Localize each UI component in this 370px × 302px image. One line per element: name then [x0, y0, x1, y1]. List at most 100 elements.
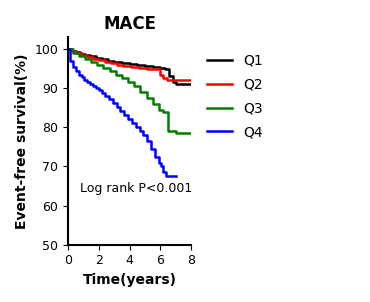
Q4 [164, 175, 169, 178]
Q3 [71, 51, 75, 55]
Q4 [114, 105, 119, 109]
Q1 [94, 56, 98, 59]
Q4 [94, 86, 98, 90]
Q2 [84, 55, 89, 59]
Q4 [80, 76, 84, 79]
Q1 [106, 59, 110, 63]
Q4 [137, 130, 142, 133]
Q4 [66, 47, 70, 51]
Q4 [100, 91, 104, 95]
Q1 [66, 47, 70, 51]
Q1 [112, 60, 117, 63]
Q1 [87, 54, 92, 58]
Q2 [137, 66, 141, 70]
Q4 [134, 126, 138, 129]
Line: Q4: Q4 [68, 49, 176, 176]
Q3 [151, 102, 155, 106]
Q4 [71, 65, 75, 69]
Q1 [78, 52, 83, 56]
Q3 [83, 57, 87, 61]
Q4 [149, 147, 153, 151]
Q4 [84, 81, 89, 84]
Q2 [66, 47, 70, 51]
Q1 [171, 81, 175, 84]
Q3 [126, 81, 130, 84]
Q2 [174, 79, 178, 82]
Q2 [103, 60, 107, 63]
Q1 [127, 62, 132, 66]
Y-axis label: Event-free survival(%): Event-free survival(%) [15, 53, 29, 229]
Q2 [165, 78, 169, 82]
Q3 [189, 131, 193, 135]
Title: MACE: MACE [103, 15, 156, 33]
Q4 [118, 109, 122, 113]
Q3 [89, 60, 93, 63]
Q4 [141, 133, 146, 137]
Q2 [144, 67, 149, 70]
Q1 [163, 68, 167, 71]
Q1 [74, 50, 78, 54]
Q4 [157, 161, 161, 164]
Q4 [68, 59, 73, 63]
Q3 [174, 131, 178, 135]
Q4 [130, 121, 134, 124]
Q3 [107, 69, 112, 73]
Q1 [70, 49, 74, 53]
Q4 [126, 117, 130, 120]
Q2 [115, 63, 120, 66]
Q2 [129, 65, 133, 69]
Q4 [74, 69, 78, 72]
X-axis label: Time(years): Time(years) [83, 273, 176, 287]
Q3 [120, 77, 124, 80]
Q1 [174, 82, 178, 86]
Q1 [151, 65, 155, 69]
Q3 [161, 110, 165, 114]
Q2 [91, 57, 95, 61]
Q1 [120, 61, 124, 65]
Q3 [114, 73, 118, 76]
Q4 [82, 79, 87, 82]
Q2 [80, 53, 84, 57]
Q2 [109, 61, 113, 65]
Text: Log rank P<0.001: Log rank P<0.001 [80, 182, 193, 195]
Q3 [166, 130, 170, 133]
Q1 [83, 53, 87, 57]
Line: Q2: Q2 [68, 49, 191, 80]
Q2 [152, 68, 157, 71]
Q4 [174, 175, 178, 178]
Q1 [143, 64, 147, 67]
Q1 [135, 63, 139, 66]
Q1 [166, 75, 171, 78]
Q2 [97, 58, 101, 62]
Q3 [95, 63, 100, 66]
Legend: Q1, Q2, Q3, Q4: Q1, Q2, Q3, Q4 [202, 48, 269, 145]
Q2 [74, 51, 78, 55]
Line: Q1: Q1 [68, 49, 191, 84]
Q3 [157, 108, 161, 111]
Q3 [66, 47, 70, 51]
Q2 [70, 49, 74, 53]
Q4 [103, 94, 107, 98]
Q4 [153, 155, 157, 159]
Q4 [111, 101, 115, 105]
Q2 [189, 79, 193, 82]
Line: Q3: Q3 [68, 49, 191, 133]
Q2 [158, 73, 162, 76]
Q4 [107, 97, 111, 101]
Q1 [100, 57, 104, 61]
Q2 [121, 64, 126, 67]
Q3 [77, 54, 81, 58]
Q4 [122, 113, 127, 117]
Q4 [77, 73, 81, 76]
Q3 [132, 85, 137, 88]
Q3 [138, 90, 142, 94]
Q1 [189, 82, 193, 86]
Q3 [144, 96, 149, 100]
Q1 [158, 66, 162, 70]
Q2 [161, 77, 166, 80]
Q4 [159, 165, 163, 168]
Q4 [91, 85, 95, 88]
Q3 [101, 66, 106, 70]
Q4 [87, 82, 92, 86]
Q4 [145, 139, 149, 143]
